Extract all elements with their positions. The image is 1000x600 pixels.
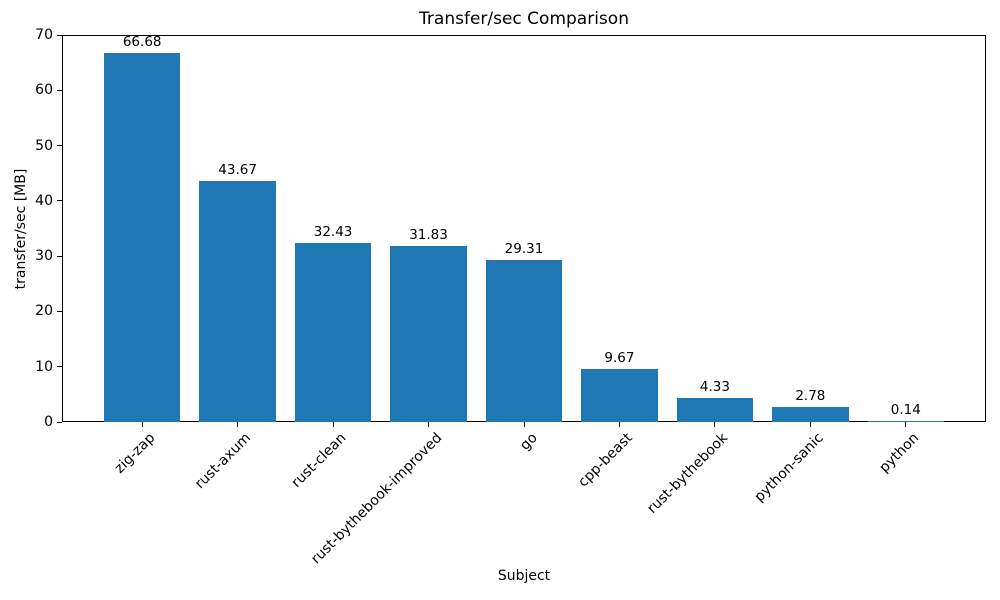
x-tick-label: zig-zap (111, 430, 159, 477)
bar-value-label: 66.68 (122, 34, 162, 51)
bar-zig-zap (104, 53, 181, 422)
bar-value-label: 32.43 (313, 223, 353, 240)
x-tick-mark (523, 422, 525, 427)
y-tick-mark (57, 255, 62, 257)
x-tick-mark (714, 422, 716, 427)
x-tick-label: python (876, 430, 923, 476)
x-tick-label: go (516, 430, 541, 454)
chart-title: Transfer/sec Comparison (419, 9, 629, 29)
y-tick-label: 40 (35, 192, 53, 209)
x-tick-mark (332, 422, 334, 427)
x-tick-mark (141, 422, 143, 427)
y-tick-label: 30 (35, 248, 53, 265)
y-tick-label: 0 (44, 414, 53, 430)
bar-value-label: 31.83 (409, 227, 448, 244)
x-axis-label: Subject (497, 568, 551, 584)
bar-rust-axum (199, 180, 276, 422)
y-tick-label: 10 (35, 358, 53, 375)
y-tick-mark (57, 421, 62, 423)
bar-value-label: 43.67 (218, 161, 257, 178)
x-tick-label: cpp-beast (575, 430, 636, 491)
bar-cpp-beast (581, 368, 658, 422)
x-tick-mark (618, 422, 620, 427)
x-tick-label: rust-axum (191, 430, 254, 493)
y-tick-label: 20 (35, 303, 53, 320)
bar-rust-bythebook-improved (390, 246, 467, 422)
x-tick-label: rust-bythebook (644, 430, 732, 517)
bar-go (485, 259, 563, 422)
bar-value-label: 29.31 (504, 240, 544, 257)
bar-python (867, 421, 944, 423)
x-tick-mark (237, 422, 239, 427)
x-tick-label: rust-clean (288, 430, 350, 491)
bar-value-label: 4.33 (699, 379, 730, 396)
x-tick-mark (428, 422, 430, 427)
y-tick-mark (57, 200, 62, 202)
x-tick-mark (905, 422, 907, 427)
bar-value-label: 9.67 (604, 349, 635, 366)
y-tick-label: 70 (35, 27, 53, 43)
x-tick-mark (809, 422, 811, 427)
bar-value-label: 0.14 (890, 402, 921, 419)
y-tick-mark (57, 310, 62, 312)
bar-value-label: 2.78 (795, 387, 826, 404)
y-axis-label: transfer/sec [MB] (13, 168, 29, 289)
bar-rust-bythebook (676, 398, 754, 422)
y-tick-mark (57, 145, 62, 147)
y-tick-label: 60 (35, 82, 53, 99)
y-tick-mark (57, 34, 62, 36)
x-tick-label: python-sanic (751, 430, 827, 506)
y-tick-mark (57, 366, 62, 368)
y-tick-label: 50 (35, 137, 53, 154)
bar-rust-clean (294, 242, 372, 422)
bar-python-sanic (772, 406, 849, 422)
y-tick-mark (57, 89, 62, 91)
